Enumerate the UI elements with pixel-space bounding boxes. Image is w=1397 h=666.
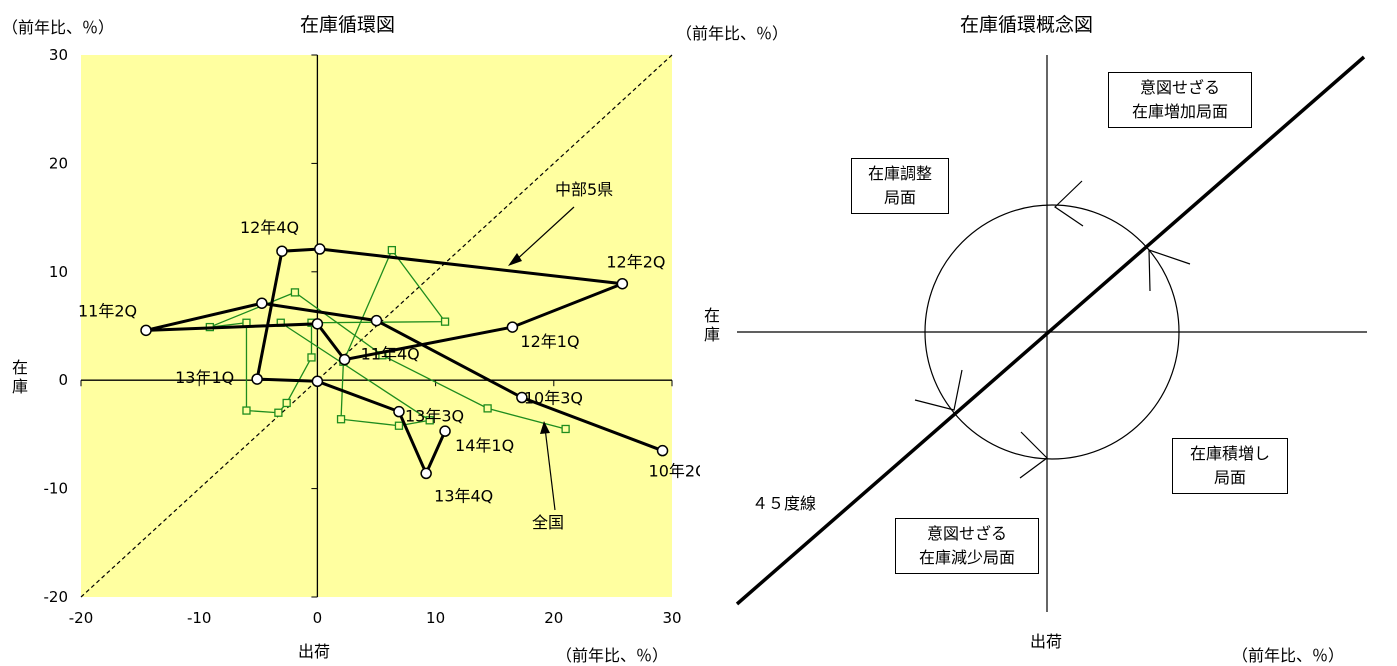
phase-text: 在庫減少局面 bbox=[918, 548, 1015, 567]
y-tick-label: 30 bbox=[49, 46, 68, 64]
right-y-axis-label: 在庫 bbox=[704, 306, 721, 344]
national-point bbox=[483, 404, 492, 413]
national-point bbox=[440, 317, 450, 326]
cycle-arrow-left bbox=[914, 369, 963, 411]
left-y-unit: （前年比、％） bbox=[2, 18, 115, 37]
right-diagram-title: 在庫循環概念図 bbox=[960, 14, 1094, 36]
national-point bbox=[290, 288, 300, 297]
y-tick-label: 0 bbox=[58, 371, 68, 389]
phase-text: 局面 bbox=[1213, 468, 1246, 487]
x-tick-label: 0 bbox=[313, 609, 323, 627]
point-label: 13年1Q bbox=[175, 368, 234, 387]
national-point bbox=[425, 416, 434, 425]
chubu-point bbox=[516, 391, 528, 404]
phase-text: 意図せざる bbox=[1139, 78, 1220, 97]
concept-cycle-circle bbox=[924, 204, 1180, 460]
phase-box-unintended-decrease: 意図せざる 在庫減少局面 bbox=[895, 518, 1039, 574]
phase-box-unintended-increase: 意図せざる 在庫増加局面 bbox=[1108, 72, 1252, 128]
chubu-point bbox=[311, 318, 324, 330]
right-top-unit: （前年比、％） bbox=[676, 24, 789, 43]
concept-45-degree-line bbox=[735, 55, 1366, 606]
y-tick-label: -20 bbox=[44, 588, 69, 606]
chubu-point bbox=[656, 444, 669, 457]
y-tick-label: -10 bbox=[44, 480, 69, 498]
point-label: 11年4Q bbox=[361, 345, 420, 364]
national-point bbox=[282, 398, 291, 408]
series-line-chubu bbox=[145, 247, 664, 478]
point-label: 10年2Q bbox=[649, 462, 700, 481]
inventory-cycle-chart: -20 -10 0 10 20 30 -20 -10 0 10 20 30 10年2Q 10年3Q 11年2… bbox=[44, 46, 701, 627]
chubu-point bbox=[393, 405, 405, 418]
phase-text: 在庫調整 bbox=[867, 164, 932, 183]
right-x-axis-label: 出荷 bbox=[1030, 632, 1063, 651]
point-label: 12年2Q bbox=[606, 253, 665, 272]
point-label: 10年3Q bbox=[524, 389, 583, 408]
cycle-arrow-right bbox=[1148, 249, 1191, 292]
chubu-point bbox=[616, 277, 629, 290]
x-tick-label: 10 bbox=[426, 609, 445, 627]
annotation-arrowhead-chubu bbox=[508, 253, 522, 266]
phase-text: 局面 bbox=[883, 188, 916, 207]
chubu-point bbox=[439, 425, 451, 437]
forty-five-degree-label: ４５度線 bbox=[752, 494, 817, 513]
phase-text: 意図せざる bbox=[926, 524, 1007, 543]
point-label: 12年4Q bbox=[240, 218, 299, 237]
chubu-point bbox=[251, 373, 263, 385]
left-x-axis-label: 出荷 bbox=[298, 642, 331, 661]
national-point bbox=[561, 424, 570, 434]
annotation-arrowhead-national bbox=[540, 421, 550, 434]
right-x-unit: （前年比、％） bbox=[1232, 646, 1345, 665]
x-tick-label: -10 bbox=[187, 609, 212, 627]
chubu-point bbox=[420, 467, 432, 480]
cycle-arrow-top bbox=[1054, 180, 1084, 227]
y-tick-label: 10 bbox=[49, 263, 68, 281]
annotation-national: 全国 bbox=[532, 513, 564, 532]
chubu-point bbox=[370, 314, 383, 327]
phase-text: 在庫増加局面 bbox=[1131, 102, 1228, 121]
left-y-axis-label: 在庫 bbox=[12, 358, 29, 396]
x-tick-label: 20 bbox=[544, 609, 563, 627]
chubu-point bbox=[314, 243, 326, 255]
point-label: 13年3Q bbox=[405, 407, 464, 426]
x-tick-label: -20 bbox=[69, 609, 94, 627]
point-label: 12年1Q bbox=[520, 332, 579, 351]
x-tick-label: 30 bbox=[662, 609, 681, 627]
phase-box-adjustment: 在庫調整 局面 bbox=[851, 158, 949, 214]
annotation-arrow-national bbox=[544, 427, 556, 511]
chubu-point bbox=[276, 245, 288, 257]
chubu-point bbox=[506, 321, 519, 333]
y-tick-label: 20 bbox=[49, 154, 68, 172]
chubu-point bbox=[256, 297, 268, 309]
national-point bbox=[307, 353, 316, 362]
annotation-arrow-chubu bbox=[513, 206, 575, 263]
chubu-point bbox=[338, 353, 351, 366]
national-point bbox=[242, 406, 251, 415]
cycle-arrow-bottom bbox=[1019, 431, 1048, 479]
chubu-point bbox=[140, 324, 152, 337]
national-point bbox=[274, 408, 283, 417]
point-label: 13年4Q bbox=[434, 486, 493, 505]
chubu-point bbox=[311, 375, 324, 388]
phase-box-accumulation: 在庫積増し 局面 bbox=[1172, 438, 1288, 494]
national-point bbox=[394, 421, 404, 430]
national-point bbox=[387, 245, 397, 255]
annotation-chubu: 中部5県 bbox=[555, 180, 613, 199]
point-label: 14年1Q bbox=[455, 436, 514, 455]
point-label: 11年2Q bbox=[78, 301, 137, 320]
left-x-unit: （前年比、％） bbox=[556, 646, 669, 665]
left-chart-title: 在庫循環図 bbox=[300, 14, 396, 36]
phase-text: 在庫積増し bbox=[1189, 444, 1270, 463]
national-point bbox=[336, 415, 346, 424]
